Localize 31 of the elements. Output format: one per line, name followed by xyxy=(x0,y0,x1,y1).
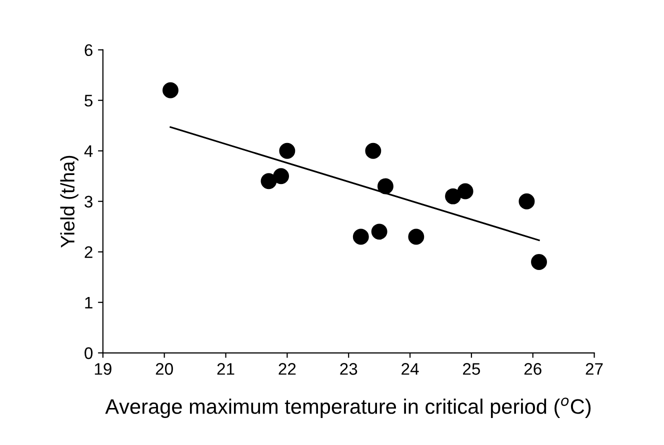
x-tick-label: 27 xyxy=(586,363,603,375)
point xyxy=(445,188,461,204)
y-tick-label: 3 xyxy=(84,196,92,208)
x-axis-title: Average maximum temperature in critical period ($^{o}$C) xyxy=(105,398,591,418)
point xyxy=(377,178,394,194)
point xyxy=(162,82,178,98)
point xyxy=(371,224,388,240)
point xyxy=(408,228,424,245)
y-tick-label: 6 xyxy=(84,44,92,56)
x-tick-label: 24 xyxy=(402,363,419,375)
x-tick-label: 22 xyxy=(278,363,296,375)
y-axis-title: Yield (t/ha) xyxy=(60,156,78,248)
point xyxy=(457,183,474,200)
y-tick-label: 0 xyxy=(84,347,93,360)
point xyxy=(365,142,382,159)
point xyxy=(531,254,547,270)
y-tick-label: 5 xyxy=(84,94,92,107)
point xyxy=(518,193,535,210)
x-tick-label: 21 xyxy=(217,363,234,375)
x-tick-label: 25 xyxy=(463,363,480,375)
point xyxy=(273,168,290,184)
y-tick-label: 2 xyxy=(84,246,92,258)
point xyxy=(260,173,277,190)
x-tick-label: 20 xyxy=(156,363,173,375)
x-tick-label: 23 xyxy=(340,363,358,375)
y-tick-label: 4 xyxy=(84,145,93,157)
x-tick-label: 26 xyxy=(524,363,542,375)
y-tick-label: 1 xyxy=(85,296,92,308)
point xyxy=(352,228,369,245)
x-tick-label: 19 xyxy=(94,363,112,375)
point xyxy=(279,142,296,159)
